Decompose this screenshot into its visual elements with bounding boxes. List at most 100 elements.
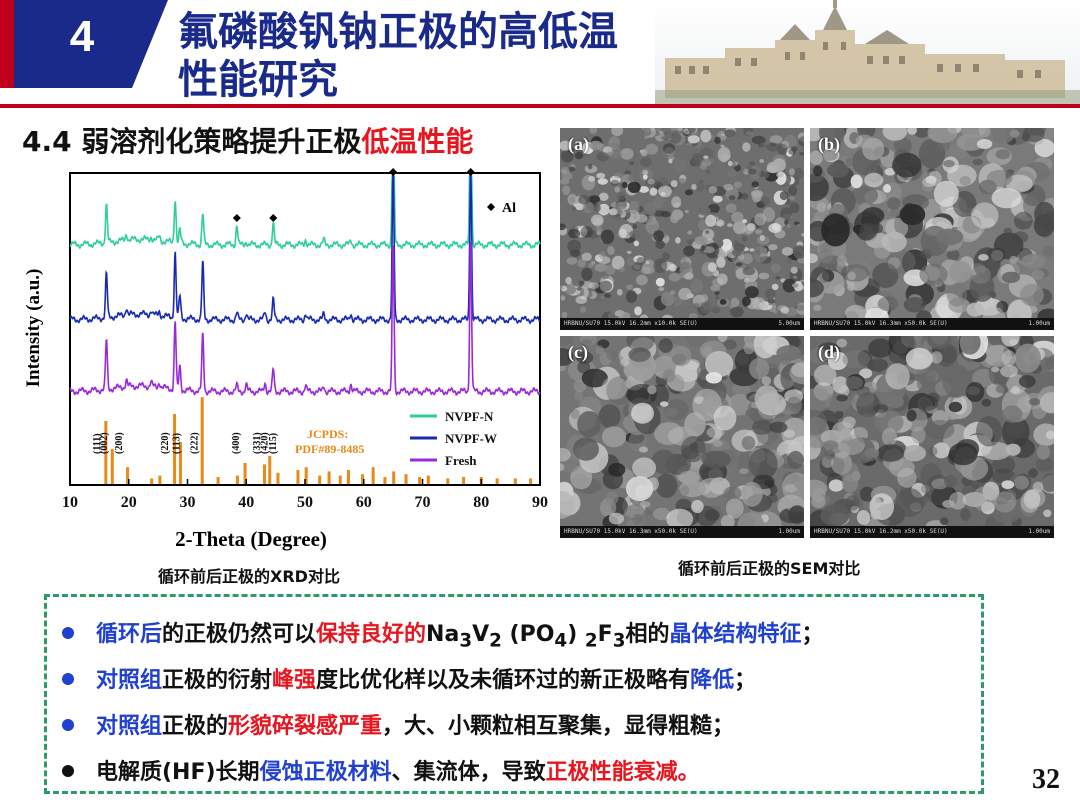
bullet-text: 电解质(HF)长期 xyxy=(96,760,260,785)
bullet-text: 对照组 xyxy=(96,668,163,693)
reference-stick xyxy=(178,442,182,484)
sem-panel-d: (d) HRBNU/SU70 15.0kV 16.2mm x50.0k SE(U… xyxy=(810,336,1054,538)
sem-scale-label: 1.00um xyxy=(1028,528,1050,535)
formula-sub: 4 xyxy=(554,630,568,652)
al-marker xyxy=(232,214,241,222)
bullet-text: 降低 xyxy=(690,668,735,693)
formula-sub: 3 xyxy=(459,630,473,652)
bullet-text: ，大、小颗粒相互聚集，显得粗糙； xyxy=(382,714,735,739)
jcpds-label: JCPDS: PDF#89-8485 xyxy=(295,427,364,456)
title-line-2: 性能研究 xyxy=(178,57,338,103)
bullet-text: ； xyxy=(801,622,824,647)
sem-info-bar: HRBNU/SU70 15.0kV 16.3mm x50.0k SE(U) 1.0… xyxy=(560,526,804,538)
reference-stick xyxy=(327,471,331,484)
jcpds-label-line2: PDF#89-8485 xyxy=(295,442,364,456)
hkl-label: (002) xyxy=(99,432,110,454)
sem-info-text: HRBNU/SU70 15.0kV 16.2mm x50.0k SE(U) xyxy=(814,528,948,535)
bullet-dot xyxy=(62,673,74,685)
reference-stick xyxy=(243,463,247,484)
reference-stick xyxy=(216,477,220,484)
hkl-label: (113) xyxy=(172,433,183,454)
reference-stick xyxy=(126,467,130,484)
al-legend-label: Al xyxy=(502,201,516,216)
formula-part: F xyxy=(597,622,613,647)
sem-caption: 循环前后正极的SEM对比 xyxy=(678,559,861,578)
sem-info-text: HRBNU/SU70 15.0kV 16.3mm x50.0k SE(U) xyxy=(564,528,698,535)
conclusion-box xyxy=(44,594,984,794)
sem-panel-a: (a) HRBNU/SU70 15.0kV 16.2mm x10.0k SE(U… xyxy=(560,128,804,330)
hkl-label: (111) xyxy=(92,433,103,454)
reference-stick xyxy=(495,478,499,484)
bullet-text: 形貌碎裂感严重 xyxy=(228,714,383,739)
header-divider xyxy=(0,104,1080,108)
x-axis-label: 2-Theta (Degree) xyxy=(175,527,327,551)
bullet-text: 度比优化样以及未循环过的新正极略有 xyxy=(316,668,691,693)
reference-stick xyxy=(110,449,114,484)
x-tick-label: 50 xyxy=(297,494,313,511)
al-marker xyxy=(389,168,398,176)
bullet-text: 对照组 xyxy=(96,714,163,739)
sem-image-grid: (a) HRBNU/SU70 15.0kV 16.2mm x10.0k SE(U… xyxy=(560,128,1060,540)
x-tick-label: 80 xyxy=(473,494,489,511)
subtitle-highlight: 低温性能 xyxy=(361,125,474,158)
section-number: 4 xyxy=(69,12,95,61)
bullet-text: 相的 xyxy=(625,622,670,647)
series-line-fresh xyxy=(69,240,541,397)
al-marker xyxy=(269,214,278,222)
formula-part: (PO xyxy=(501,622,555,647)
formula-part: ) xyxy=(567,622,585,647)
reference-stick xyxy=(318,475,322,484)
reference-stick xyxy=(235,475,239,484)
x-tick-label: 90 xyxy=(532,494,548,511)
formula-sub: 2 xyxy=(584,630,598,652)
hkl-label: (400) xyxy=(231,432,242,454)
reference-stick xyxy=(426,475,430,484)
sem-panel-label: (d) xyxy=(818,342,840,362)
series-legend: NVPF-N NVPF-W Fresh xyxy=(410,409,497,468)
sem-panel-b: (b) HRBNU/SU70 15.0kV 16.3mm x50.0k SE(U… xyxy=(810,128,1054,330)
slide-title: 氟磷酸钒钠正极的高低温 性能研究 xyxy=(178,8,658,104)
legend-label: NVPF-W xyxy=(445,431,497,446)
bullet-text: 正极的衍射 xyxy=(162,668,273,693)
sem-info-text: HRBNU/SU70 15.0kV 16.2mm x10.0k SE(U) xyxy=(564,320,698,327)
bullet-1: 循环后的正极仍然可以保持良好的Na3V2 (PO4) 2F3相的晶体结构特征； xyxy=(62,616,824,651)
xrd-caption: 循环前后正极的XRD对比 xyxy=(158,567,340,586)
bullet-text: 循环后 xyxy=(96,622,163,647)
reference-stick xyxy=(529,478,533,484)
reference-stick xyxy=(462,477,466,484)
series-line-nvpf-w xyxy=(69,174,541,325)
slide-header: 4 氟磷酸钒钠正极的高低温 性能研究 xyxy=(0,0,1080,112)
bullet-2: 对照组正极的衍射峰强度比优化样以及未循环过的新正极略有降低； xyxy=(62,662,756,694)
reference-stick xyxy=(304,467,308,484)
sem-panel-c: (c) HRBNU/SU70 15.0kV 16.3mm x50.0k SE(U… xyxy=(560,336,804,538)
reference-stick xyxy=(276,472,280,484)
jcpds-label-line1: JCPDS: xyxy=(307,427,348,441)
reference-stick xyxy=(446,478,450,484)
bullet-text: 保持良好的 xyxy=(316,622,427,647)
sem-image-b xyxy=(810,128,1054,330)
x-tick-label: 10 xyxy=(62,494,78,511)
hkl-label: (331) xyxy=(252,432,263,454)
reference-stick xyxy=(200,397,204,484)
sem-info-text: HRBNU/SU70 15.0kV 16.3mm x50.0k SE(U) xyxy=(814,320,948,327)
reference-stick xyxy=(296,470,300,484)
bullet-text: 正极性能衰减。 xyxy=(545,760,700,785)
formula-sub: 2 xyxy=(489,630,502,652)
sem-panel-label: (a) xyxy=(568,134,589,154)
reference-stick xyxy=(338,475,342,484)
series-line-nvpf-n xyxy=(69,174,541,250)
sem-image-a xyxy=(560,128,804,330)
reference-stick xyxy=(392,471,396,484)
hkl-label: (420) xyxy=(259,432,270,454)
reference-stick xyxy=(404,474,408,484)
sem-info-bar: HRBNU/SU70 15.0kV 16.2mm x10.0k SE(U) 5.0… xyxy=(560,318,804,330)
legend-label: Fresh xyxy=(445,453,477,468)
reference-stick xyxy=(173,414,177,484)
sem-info-bar: HRBNU/SU70 15.0kV 16.3mm x50.0k SE(U) 1.0… xyxy=(810,318,1054,330)
reference-stick xyxy=(513,478,517,484)
hkl-label: (222) xyxy=(189,432,200,454)
hkl-label: (115) xyxy=(268,433,279,454)
bullet-text: 晶体结构特征 xyxy=(669,622,802,647)
subtitle-text: 4.4 弱溶剂化策略提升正极 xyxy=(22,125,362,158)
bullet-text: 的正极仍然可以 xyxy=(162,622,317,647)
